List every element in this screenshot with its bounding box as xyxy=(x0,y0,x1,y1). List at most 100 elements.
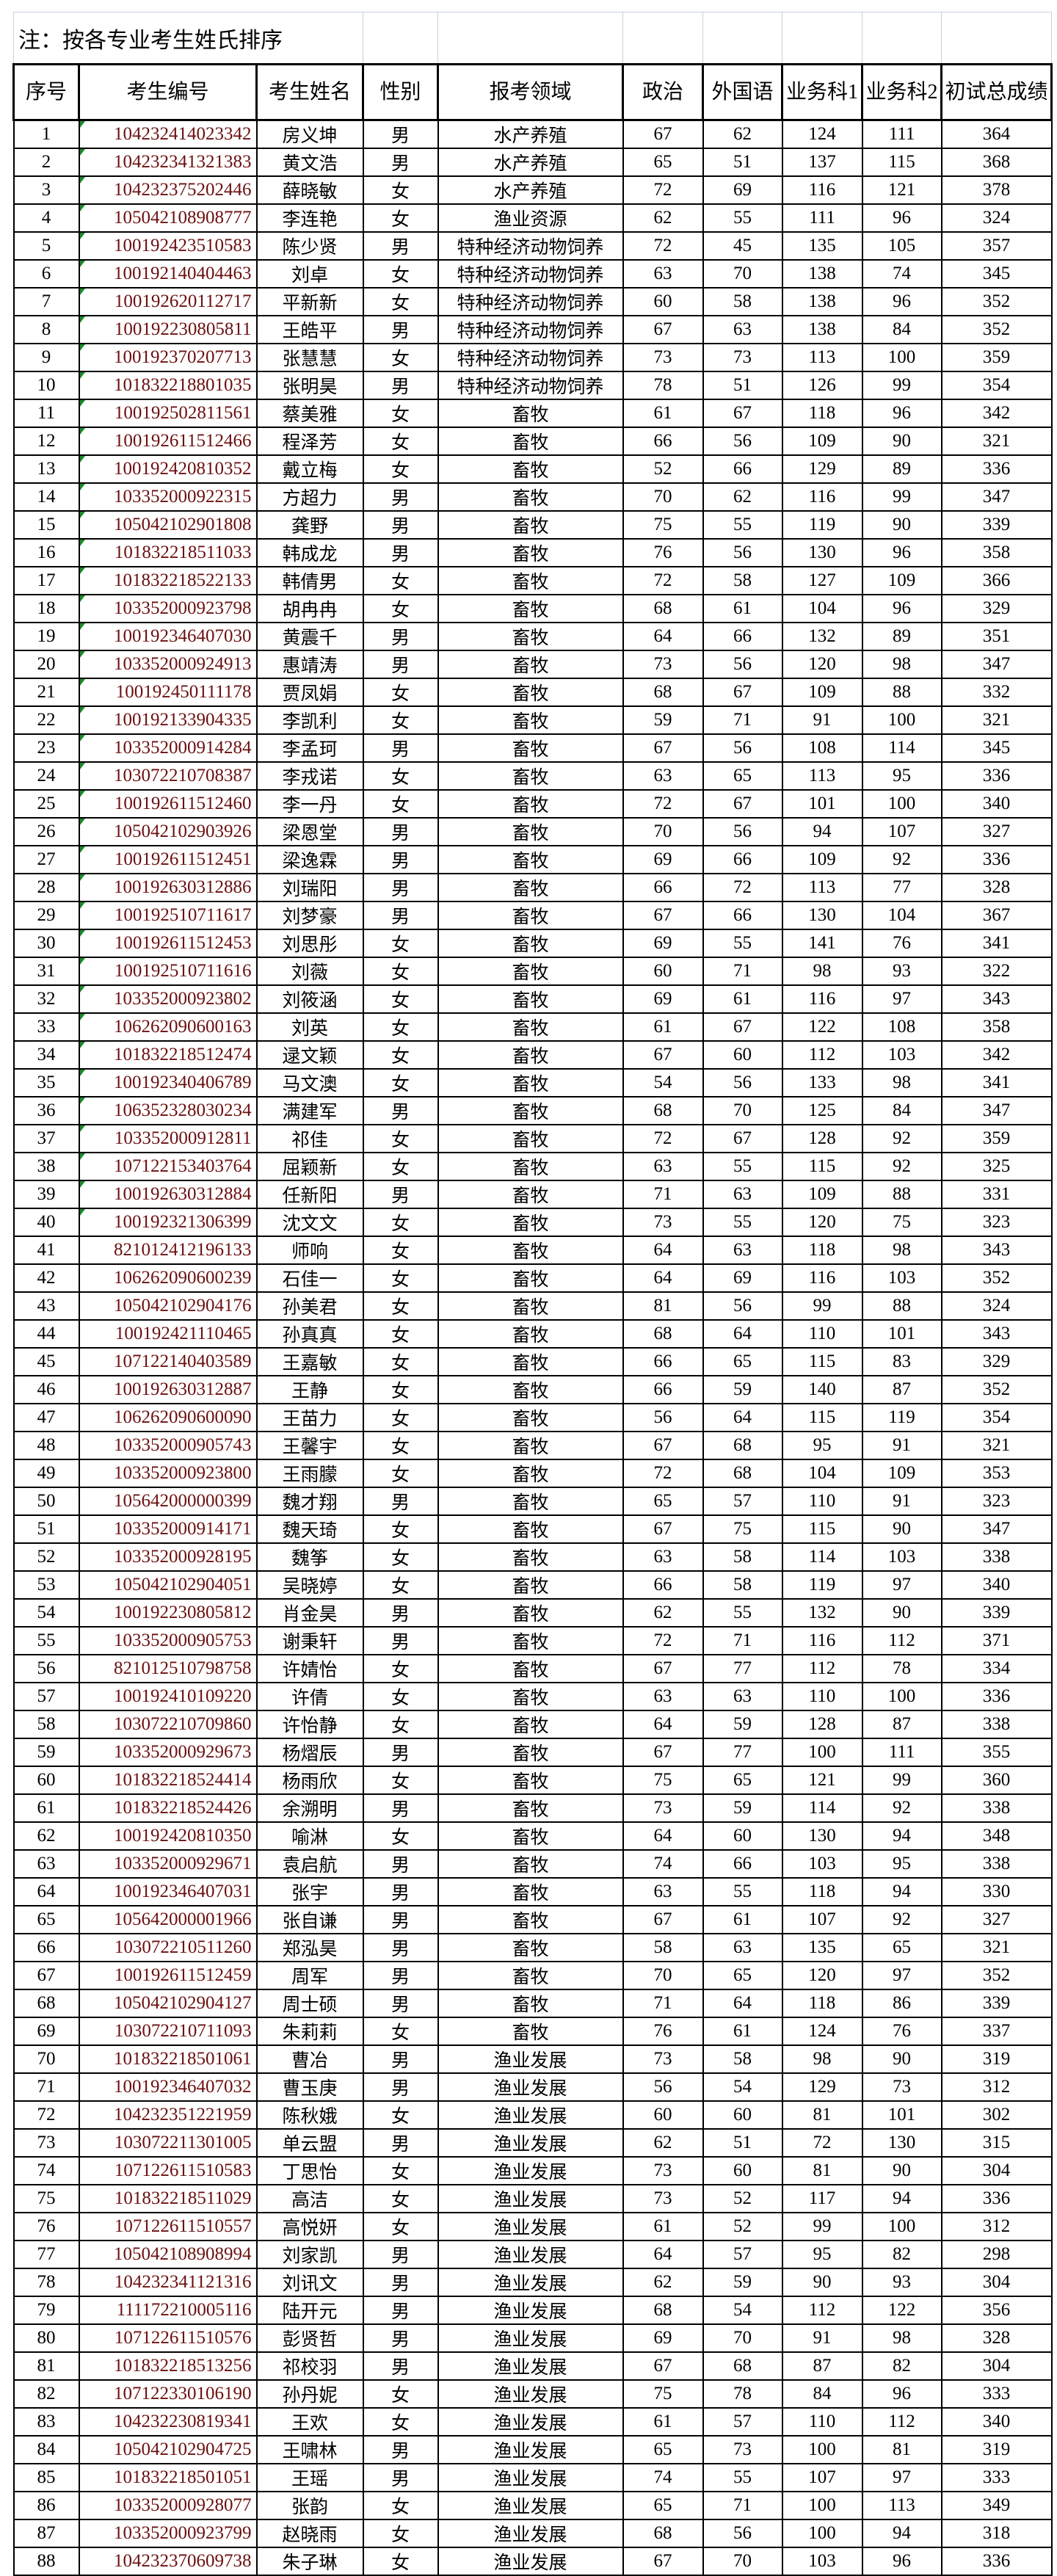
cell-seq[interactable]: 17 xyxy=(12,566,80,595)
cell-foreign-language[interactable]: 66 xyxy=(702,454,783,484)
cell-name[interactable]: 杨熠辰 xyxy=(255,1738,364,1767)
cell-name[interactable]: 赵晓雨 xyxy=(255,2519,364,2548)
cell-subject-2[interactable]: 78 xyxy=(861,1654,942,1683)
cell-foreign-language[interactable]: 55 xyxy=(702,1152,783,1181)
cell-name[interactable]: 刘瑞阳 xyxy=(255,873,364,902)
cell-gender[interactable]: 女 xyxy=(362,1403,439,1432)
cell-name[interactable]: 曹玉庚 xyxy=(255,2072,364,2102)
cell-candidate-id[interactable]: 100192410109220 xyxy=(78,1682,258,1711)
cell-subject-2[interactable]: 73 xyxy=(861,2072,942,2102)
cell-name[interactable]: 王瑶 xyxy=(255,2463,364,2492)
cell-subject-2[interactable]: 112 xyxy=(861,2407,942,2437)
cell-foreign-language[interactable]: 56 xyxy=(702,1068,783,1097)
cell-seq[interactable]: 88 xyxy=(12,2547,80,2576)
cell-subject-2[interactable]: 96 xyxy=(861,203,942,233)
cell-seq[interactable]: 10 xyxy=(12,371,80,400)
cell-foreign-language[interactable]: 58 xyxy=(702,1542,783,1572)
cell-subject-2[interactable]: 97 xyxy=(861,984,942,1014)
cell-subject-2[interactable]: 95 xyxy=(861,761,942,791)
cell-subject-1[interactable]: 114 xyxy=(781,1793,863,1823)
cell-gender[interactable]: 男 xyxy=(362,1961,439,1990)
cell-politics[interactable]: 67 xyxy=(622,1431,704,1460)
cell-subject-1[interactable]: 112 xyxy=(781,1654,863,1683)
cell-foreign-language[interactable]: 67 xyxy=(702,789,783,819)
cell-seq[interactable]: 46 xyxy=(12,1375,80,1404)
cell-seq[interactable]: 6 xyxy=(12,259,80,289)
header-subject-1[interactable]: 业务科1 xyxy=(781,63,864,121)
cell-total[interactable]: 343 xyxy=(940,1319,1053,1349)
cell-seq[interactable]: 31 xyxy=(12,957,80,986)
cell-total[interactable]: 348 xyxy=(940,1821,1053,1851)
cell-subject-1[interactable]: 117 xyxy=(781,2184,863,2213)
cell-seq[interactable]: 19 xyxy=(12,622,80,651)
cell-name[interactable]: 石佳一 xyxy=(255,1263,364,1293)
cell-name[interactable]: 满建军 xyxy=(255,1096,364,1125)
cell-politics[interactable]: 64 xyxy=(622,1236,704,1265)
cell-seq[interactable]: 60 xyxy=(12,1766,80,1795)
cell-total[interactable]: 352 xyxy=(940,287,1053,316)
cell-subject-2[interactable]: 115 xyxy=(861,148,942,177)
cell-foreign-language[interactable]: 56 xyxy=(702,817,783,846)
cell-seq[interactable]: 8 xyxy=(12,315,80,344)
cell-foreign-language[interactable]: 60 xyxy=(702,1821,783,1851)
cell-name[interactable]: 魏天琦 xyxy=(255,1514,364,1544)
cell-seq[interactable]: 48 xyxy=(12,1431,80,1460)
cell-name[interactable]: 王嘉敏 xyxy=(255,1347,364,1376)
cell-subject-1[interactable]: 104 xyxy=(781,1459,863,1488)
cell-field[interactable]: 畜牧 xyxy=(437,1347,624,1376)
cell-subject-2[interactable]: 90 xyxy=(861,2045,942,2074)
cell-total[interactable]: 366 xyxy=(940,566,1053,595)
cell-field[interactable]: 畜牧 xyxy=(437,1431,624,1460)
cell-total[interactable]: 341 xyxy=(940,1068,1053,1097)
cell-candidate-id[interactable]: 100192133904335 xyxy=(78,705,258,735)
cell-total[interactable]: 304 xyxy=(940,2268,1053,2297)
cell-foreign-language[interactable]: 65 xyxy=(702,1961,783,1990)
cell-foreign-language[interactable]: 64 xyxy=(702,1989,783,2018)
cell-seq[interactable]: 57 xyxy=(12,1682,80,1711)
cell-field[interactable]: 畜牧 xyxy=(437,984,624,1014)
cell-total[interactable]: 330 xyxy=(940,1877,1053,1906)
cell-field[interactable]: 畜牧 xyxy=(437,929,624,958)
cell-politics[interactable]: 71 xyxy=(622,1989,704,2018)
cell-politics[interactable]: 58 xyxy=(622,1933,704,1962)
cell-field[interactable]: 畜牧 xyxy=(437,510,624,540)
cell-seq[interactable]: 9 xyxy=(12,343,80,372)
cell-name[interactable]: 梁逸霖 xyxy=(255,845,364,874)
cell-foreign-language[interactable]: 69 xyxy=(702,175,783,205)
cell-subject-1[interactable]: 135 xyxy=(781,1933,863,1962)
cell-field[interactable]: 特种经济动物饲养 xyxy=(437,315,624,344)
cell-seq[interactable]: 80 xyxy=(12,2323,80,2353)
cell-field[interactable]: 畜牧 xyxy=(437,1682,624,1711)
cell-field[interactable]: 畜牧 xyxy=(437,1124,624,1153)
cell-candidate-id[interactable]: 103352000923800 xyxy=(78,1459,258,1488)
cell-total[interactable]: 327 xyxy=(940,817,1053,846)
cell-politics[interactable]: 72 xyxy=(622,175,704,205)
cell-foreign-language[interactable]: 66 xyxy=(702,1849,783,1879)
cell-seq[interactable]: 74 xyxy=(12,2156,80,2185)
cell-seq[interactable]: 62 xyxy=(12,1821,80,1851)
cell-subject-2[interactable]: 87 xyxy=(861,1710,942,1739)
cell-subject-2[interactable]: 122 xyxy=(861,2296,942,2325)
cell-subject-2[interactable]: 87 xyxy=(861,1375,942,1404)
cell-seq[interactable]: 63 xyxy=(12,1849,80,1879)
cell-gender[interactable]: 女 xyxy=(362,287,439,316)
cell-total[interactable]: 304 xyxy=(940,2156,1053,2185)
cell-candidate-id[interactable]: 100192346407031 xyxy=(78,1877,258,1906)
cell-subject-2[interactable]: 83 xyxy=(861,1347,942,1376)
cell-name[interactable]: 杨雨欣 xyxy=(255,1766,364,1795)
cell-total[interactable]: 345 xyxy=(940,733,1053,763)
cell-subject-2[interactable]: 93 xyxy=(861,2268,942,2297)
cell-total[interactable]: 354 xyxy=(940,1403,1053,1432)
cell-foreign-language[interactable]: 60 xyxy=(702,2100,783,2130)
cell-candidate-id[interactable]: 101832218522133 xyxy=(78,566,258,595)
cell-field[interactable]: 畜牧 xyxy=(437,1068,624,1097)
cell-field[interactable]: 畜牧 xyxy=(437,1236,624,1265)
cell-candidate-id[interactable]: 105642000000399 xyxy=(78,1487,258,1516)
cell-gender[interactable]: 男 xyxy=(362,231,439,261)
cell-seq[interactable]: 26 xyxy=(12,817,80,846)
cell-seq[interactable]: 58 xyxy=(12,1710,80,1739)
cell-field[interactable]: 渔业发展 xyxy=(437,2212,624,2241)
cell-total[interactable]: 323 xyxy=(940,1487,1053,1516)
cell-seq[interactable]: 24 xyxy=(12,761,80,791)
cell-field[interactable]: 畜牧 xyxy=(437,1040,624,1070)
